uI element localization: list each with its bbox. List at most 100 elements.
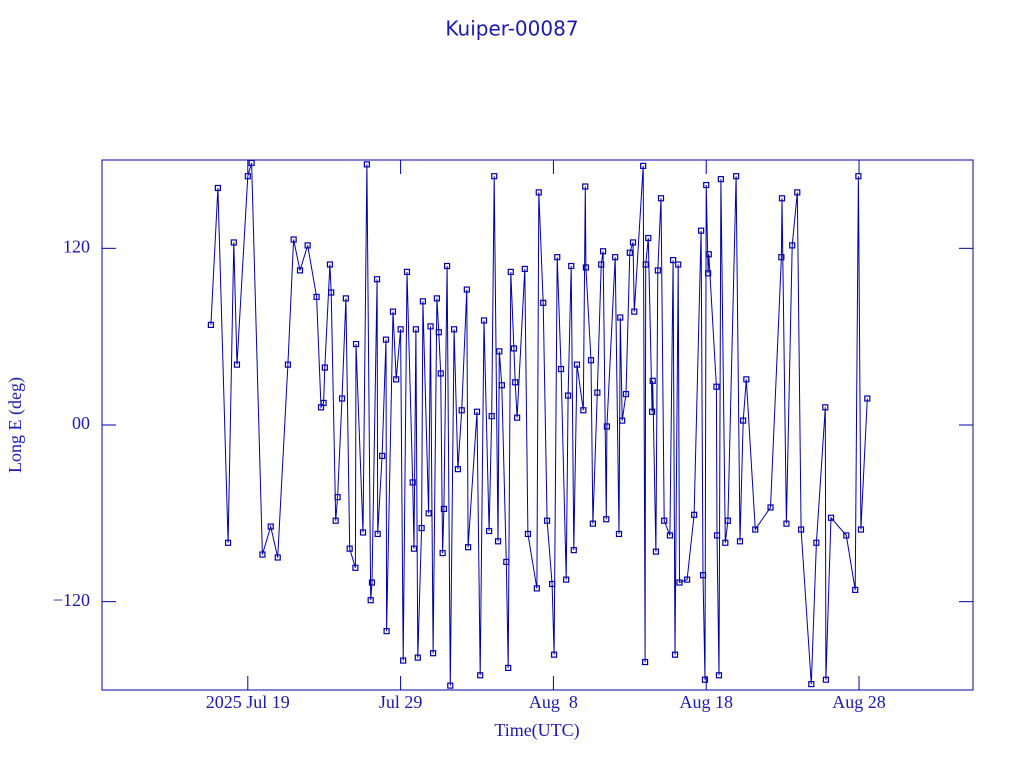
- data-point: [699, 572, 707, 579]
- data-point: [403, 268, 411, 275]
- data-point: [425, 510, 432, 517]
- data-point: [582, 183, 589, 190]
- data-point: [409, 479, 416, 486]
- data-point: [855, 173, 862, 180]
- data-point: [598, 261, 605, 268]
- data-point: [443, 262, 451, 270]
- data-point: [626, 249, 633, 256]
- data-point: [675, 261, 682, 268]
- data-point: [852, 586, 859, 593]
- data-point: [736, 538, 744, 545]
- data-point: [374, 530, 381, 538]
- data-point: [304, 242, 311, 249]
- data-point: [670, 257, 677, 264]
- data-point: [568, 262, 575, 270]
- data-point: [491, 173, 498, 180]
- data-point: [510, 345, 518, 352]
- data-point: [352, 564, 359, 571]
- data-point: [622, 390, 630, 398]
- x-tick-label: Aug 28: [832, 692, 886, 712]
- data-point: [326, 261, 334, 268]
- data-point: [789, 242, 796, 249]
- data-point: [248, 160, 255, 167]
- data-point: [822, 404, 829, 411]
- data-point: [418, 524, 425, 532]
- data-point: [393, 376, 400, 383]
- data-point: [429, 650, 437, 657]
- data-point: [342, 295, 349, 302]
- data-point: [521, 265, 528, 273]
- data-point: [439, 549, 446, 557]
- data-point: [724, 517, 731, 524]
- data-point: [321, 364, 328, 371]
- x-tick-label: 2025 Jul 19: [206, 692, 290, 712]
- x-axis-label: Time(UTC): [494, 720, 579, 741]
- data-point: [550, 651, 558, 658]
- data-point: [207, 321, 214, 328]
- data-point: [397, 326, 404, 333]
- data-point: [617, 314, 624, 321]
- data-point: [233, 361, 241, 368]
- data-point: [666, 532, 674, 539]
- data-point: [703, 181, 710, 189]
- data-point: [267, 523, 274, 530]
- data-point: [713, 383, 720, 390]
- data-point: [346, 545, 353, 552]
- data-point: [701, 676, 709, 683]
- data-point: [563, 576, 570, 583]
- data-point: [603, 423, 610, 430]
- data-point: [717, 176, 724, 183]
- data-point: [352, 340, 360, 348]
- data-point: [230, 239, 237, 246]
- data-point: [676, 579, 683, 586]
- data-point: [603, 516, 610, 523]
- x-tick-label: Aug 8: [529, 692, 578, 712]
- data-point: [332, 517, 339, 524]
- data-point: [367, 597, 374, 604]
- data-point: [684, 576, 691, 583]
- x-tick-label: Jul 29: [379, 692, 423, 712]
- data-point: [259, 551, 266, 558]
- data-point: [645, 234, 652, 242]
- data-point: [661, 517, 668, 524]
- data-point: [743, 376, 750, 383]
- y-tick-label: 120: [63, 236, 90, 256]
- data-point: [582, 264, 589, 271]
- data-point: [705, 270, 712, 277]
- data-point: [691, 511, 698, 518]
- data-line: [210, 162, 868, 686]
- data-point: [629, 239, 637, 246]
- data-point: [794, 189, 801, 196]
- data-point: [580, 407, 587, 414]
- data-point: [752, 526, 759, 533]
- data-point: [573, 361, 581, 368]
- data-point: [652, 548, 660, 555]
- data-point: [767, 504, 774, 511]
- data-point: [400, 657, 407, 664]
- data-point: [564, 392, 572, 399]
- data-point: [503, 558, 510, 566]
- data-point: [549, 580, 556, 588]
- data-point: [783, 520, 790, 527]
- data-point: [612, 254, 619, 261]
- data-point: [494, 538, 502, 545]
- data-point: [705, 251, 712, 258]
- y-axis-label: Long E (deg): [5, 377, 26, 473]
- data-point: [733, 173, 740, 180]
- data-point: [554, 254, 561, 261]
- data-point: [296, 267, 304, 274]
- data-point: [715, 672, 723, 679]
- data-point: [512, 379, 519, 386]
- plot-area: [207, 160, 871, 689]
- data-point: [615, 530, 623, 538]
- data-point: [540, 299, 547, 306]
- data-point: [778, 195, 786, 202]
- data-point: [338, 395, 346, 402]
- data-point: [447, 682, 454, 689]
- data-point: [808, 681, 815, 688]
- data-point: [857, 526, 865, 533]
- data-point: [713, 532, 721, 539]
- data-point: [363, 161, 370, 168]
- data-point: [514, 414, 521, 421]
- data-point: [557, 365, 565, 373]
